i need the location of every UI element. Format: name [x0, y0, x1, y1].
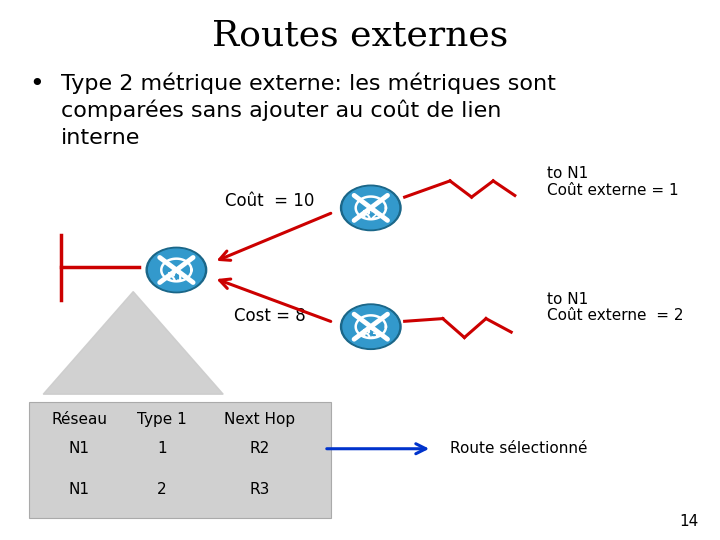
Text: Réseau: Réseau — [51, 412, 107, 427]
Text: Next Hop: Next Hop — [224, 412, 294, 427]
Text: N1: N1 — [68, 441, 90, 456]
Text: Coût externe  = 2: Coût externe = 2 — [547, 308, 684, 323]
Text: interne: interne — [61, 127, 140, 148]
Text: N1: N1 — [68, 482, 90, 497]
Circle shape — [343, 187, 399, 229]
Text: 2: 2 — [157, 482, 167, 497]
Text: 14: 14 — [679, 514, 698, 529]
Text: Coût externe = 1: Coût externe = 1 — [547, 183, 679, 198]
Text: R2: R2 — [249, 441, 269, 456]
Text: Cost = 8: Cost = 8 — [234, 307, 306, 325]
Text: R2: R2 — [361, 210, 380, 222]
Text: 1: 1 — [157, 441, 167, 456]
Text: Coût  = 10: Coût = 10 — [225, 192, 315, 210]
Text: Type 1: Type 1 — [137, 412, 187, 427]
Circle shape — [343, 306, 399, 348]
Circle shape — [341, 304, 401, 349]
Text: Routes externes: Routes externes — [212, 18, 508, 52]
Text: to N1: to N1 — [547, 166, 588, 181]
Text: R3: R3 — [249, 482, 269, 497]
Text: comparées sans ajouter au coût de lien: comparées sans ajouter au coût de lien — [61, 100, 502, 122]
Circle shape — [146, 247, 207, 293]
Text: R3: R3 — [361, 328, 380, 341]
FancyBboxPatch shape — [29, 402, 331, 518]
Text: Route sélectionné: Route sélectionné — [450, 441, 588, 456]
Circle shape — [341, 185, 401, 231]
Text: •: • — [29, 72, 43, 96]
Text: R1: R1 — [167, 272, 186, 285]
Text: to N1: to N1 — [547, 292, 588, 307]
Circle shape — [148, 249, 204, 291]
Polygon shape — [43, 292, 223, 394]
Text: Type 2 métrique externe: les métriques sont: Type 2 métrique externe: les métriques s… — [61, 73, 556, 94]
